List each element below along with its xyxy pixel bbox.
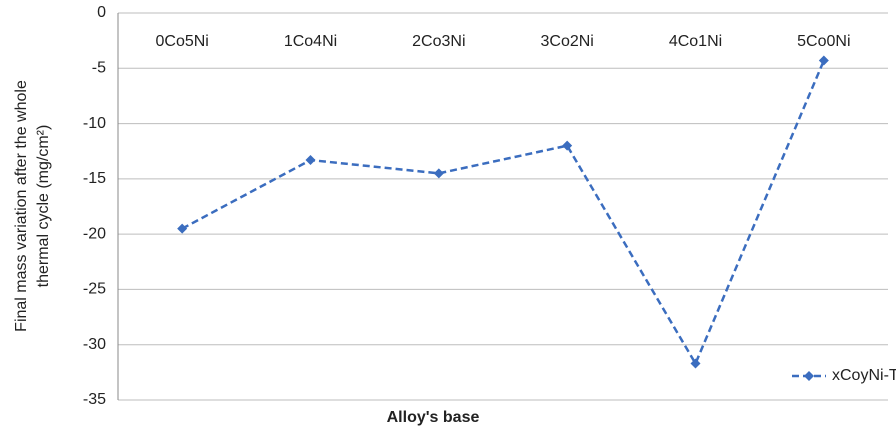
- y-tick-label: -5: [92, 60, 106, 77]
- marker: [690, 358, 701, 369]
- y-tick-label: -30: [83, 336, 106, 353]
- x-tick-label: 4Co1Ni: [669, 33, 722, 50]
- x-tick-label: 3Co2Ni: [540, 33, 593, 50]
- y-tick-label: -25: [83, 281, 106, 298]
- x-tick-label: 5Co0Ni: [797, 33, 850, 50]
- x-tick-label: 0Co5Ni: [155, 33, 208, 50]
- series-line: [181, 60, 825, 367]
- y-tick-label: -20: [83, 225, 106, 242]
- y-axis-title: thermal cycle (mg/cm²): [35, 125, 52, 288]
- y-tick-label: -10: [83, 115, 106, 132]
- x-tick-label: 1Co4Ni: [284, 33, 337, 50]
- y-tick-label: 0: [97, 4, 106, 21]
- marker: [433, 168, 444, 179]
- y-tick-label: -35: [83, 391, 106, 408]
- marker: [818, 55, 829, 66]
- marker: [562, 140, 573, 151]
- y-tick-label: -15: [83, 170, 106, 187]
- legend-label: xCoyNi-Ta: [832, 367, 896, 384]
- marker: [177, 223, 188, 234]
- marker: [305, 155, 316, 166]
- y-axis-title: Final mass variation after the whole: [13, 80, 30, 332]
- x-axis-title: Alloy's base: [387, 409, 480, 426]
- x-tick-label: 2Co3Ni: [412, 33, 465, 50]
- legend-marker: [804, 371, 814, 381]
